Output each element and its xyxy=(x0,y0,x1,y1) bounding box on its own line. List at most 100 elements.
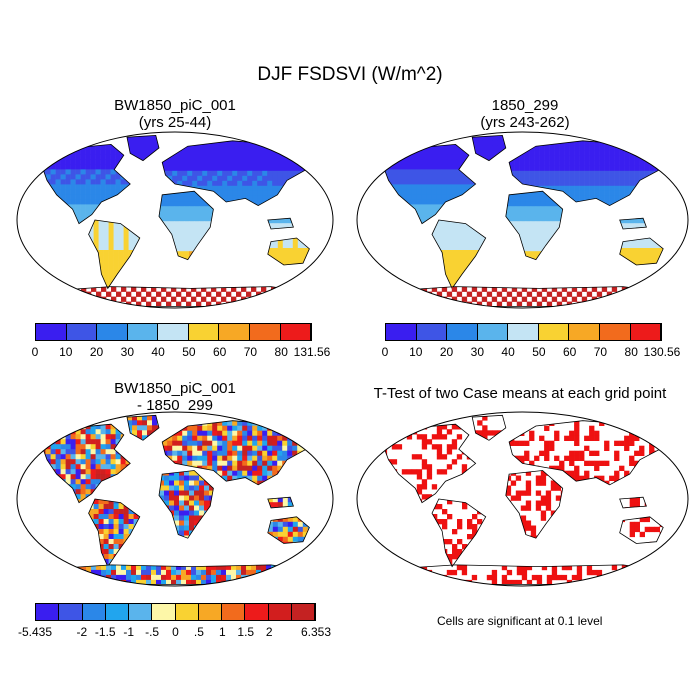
map-grid-cell xyxy=(416,291,423,297)
map-grid-cell xyxy=(604,190,610,197)
colorbar-tick-label: 50 xyxy=(532,345,546,359)
map-grid-cell xyxy=(551,574,558,581)
map-grid-cell xyxy=(436,194,443,200)
map-grid-cell xyxy=(515,221,522,227)
map-grid-cell xyxy=(386,569,393,576)
map-grid-cell xyxy=(60,439,66,445)
colorbar-tick-label: 130.56 xyxy=(643,345,681,359)
map-grid-cell xyxy=(396,144,403,150)
coastline-australia xyxy=(267,237,310,266)
map-grid-cell xyxy=(91,569,97,576)
map-grid-cell xyxy=(396,564,403,571)
map-grid-cell xyxy=(262,475,268,481)
map-grid-cell xyxy=(216,574,222,581)
map-grid-cell xyxy=(247,175,253,182)
map-grid-cell xyxy=(115,159,121,165)
map-grid-cell xyxy=(247,140,253,147)
map-grid-cell xyxy=(98,539,104,545)
map-grid-cell xyxy=(639,258,645,264)
map-grid-cell xyxy=(194,216,200,222)
map-grid-cell xyxy=(574,185,580,192)
map-grid-cell xyxy=(555,485,562,491)
colorbar-tick-label: 30 xyxy=(120,345,135,359)
map-grid-cell xyxy=(442,539,448,545)
map-grid-cell xyxy=(297,145,303,152)
map-grid-cell xyxy=(252,170,258,177)
map-grid-cell xyxy=(100,464,106,470)
map-grid-cell xyxy=(654,526,660,533)
map-grid-cell xyxy=(525,196,532,202)
map-grid-cell xyxy=(187,170,193,177)
map-grid-cell xyxy=(174,505,180,511)
map-grid-cell xyxy=(411,194,418,200)
map-grid-cell xyxy=(287,497,294,503)
map-grid-cell xyxy=(644,165,650,172)
map-grid-cell xyxy=(192,160,198,167)
map-grid-cell xyxy=(441,174,448,180)
map-grid-cell xyxy=(406,154,413,160)
map-grid-cell xyxy=(257,160,263,167)
map-grid-cell xyxy=(272,420,278,426)
map-grid-cell xyxy=(123,524,129,530)
map-grid-cell xyxy=(431,434,438,440)
map-grid-cell xyxy=(113,250,119,256)
map-grid-cell xyxy=(103,559,109,565)
map-grid-cell xyxy=(202,435,208,441)
map-grid-cell xyxy=(579,160,585,167)
map-grid-cell xyxy=(536,579,543,585)
map-grid-cell xyxy=(431,286,438,292)
map-grid-cell xyxy=(287,253,294,259)
map-grid-cell xyxy=(212,460,218,466)
map-grid-cell xyxy=(272,165,278,172)
map-grid-cell xyxy=(456,174,463,180)
map-grid-cell xyxy=(169,226,175,232)
map-grid-cell xyxy=(302,155,308,162)
map-grid-cell xyxy=(222,420,228,426)
map-grid-cell xyxy=(75,459,81,465)
map-grid-cell xyxy=(123,240,129,246)
map-grid-cell xyxy=(262,440,268,446)
map-grid-cell xyxy=(282,445,288,451)
map-grid-cell xyxy=(108,250,114,256)
map-grid-cell xyxy=(70,444,76,450)
map-grid-cell xyxy=(257,180,263,187)
map-grid-cell xyxy=(277,445,283,451)
map-grid-cell xyxy=(174,515,180,521)
map-grid-cell xyxy=(110,469,116,475)
map-grid-cell xyxy=(81,574,87,581)
map-grid-cell xyxy=(477,240,483,246)
map-grid-cell xyxy=(123,529,129,535)
map-grid-cell xyxy=(46,291,52,297)
map-grid-cell xyxy=(559,170,565,177)
map-grid-cell xyxy=(184,500,190,506)
map-grid-cell xyxy=(401,174,408,180)
map-grid-cell xyxy=(644,150,650,157)
map-grid-cell xyxy=(604,175,610,182)
map-grid-cell xyxy=(189,191,195,197)
map-grid-cell xyxy=(421,159,428,165)
map-grid-cell xyxy=(100,164,106,170)
map-grid-cell xyxy=(118,240,124,246)
map-grid-cell xyxy=(629,175,635,182)
map-grid-cell xyxy=(272,170,278,177)
map-grid-cell xyxy=(227,140,233,147)
colorbar-swatch xyxy=(97,324,128,340)
map-grid-cell xyxy=(237,145,243,152)
map-grid-cell xyxy=(201,296,207,302)
map-grid-cell xyxy=(621,574,628,581)
map-grid-cell xyxy=(540,515,547,521)
map-grid-cell xyxy=(277,425,283,431)
map-grid-cell xyxy=(651,564,658,571)
map-grid-cell xyxy=(501,579,508,585)
map-grid-cell xyxy=(128,250,134,256)
map-grid-cell xyxy=(222,440,228,446)
map-grid-cell xyxy=(247,470,253,476)
map-grid-cell xyxy=(534,180,540,187)
map-grid-cell xyxy=(426,149,433,155)
map-grid-cell xyxy=(306,301,312,307)
map-grid-cell xyxy=(222,430,228,436)
map-grid-cell xyxy=(267,185,273,192)
map-grid-cell xyxy=(164,216,170,222)
map-grid-cell xyxy=(426,189,433,195)
map-grid-cell xyxy=(189,246,195,252)
